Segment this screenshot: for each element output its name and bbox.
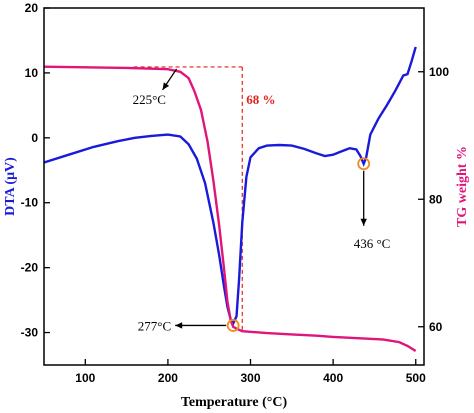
x-tick-label: 300 xyxy=(241,371,261,385)
annotation-arrows xyxy=(162,68,367,329)
annotation-68-percent: 68 % xyxy=(246,92,275,107)
marker-277 xyxy=(226,319,240,332)
x-tick-label: 200 xyxy=(158,371,178,385)
plot-frame xyxy=(43,7,425,366)
y-left-tick-label: 0 xyxy=(31,131,38,145)
y-axis-label-right: TG weight % xyxy=(455,146,470,227)
x-tick-label: 400 xyxy=(323,371,343,385)
y-left-tick-label: -20 xyxy=(21,261,39,275)
y-left-tick-label: 10 xyxy=(25,66,39,80)
y-left-tick-label: 20 xyxy=(25,1,39,15)
x-tick-label: 100 xyxy=(75,371,95,385)
y-right-tick-label: 100 xyxy=(429,65,449,79)
series-line-dta xyxy=(43,46,417,326)
y-right-tick-label: 60 xyxy=(429,320,443,334)
series-line-tg xyxy=(43,65,417,353)
y-left-tick-label: -10 xyxy=(21,196,39,210)
y-axis-label-left: DTA (μV) xyxy=(3,157,18,216)
marker-436 xyxy=(357,157,371,171)
arrow-277 xyxy=(175,322,227,329)
arrow-225 xyxy=(162,68,178,91)
y-left-tick-label: -30 xyxy=(21,326,39,340)
annotation-436: 436 °C xyxy=(354,236,391,251)
x-axis-ticks: 100 200 300 400 500 xyxy=(75,359,426,385)
arrow-436 xyxy=(360,170,367,226)
x-axis-label: Temperature (°C) xyxy=(181,395,288,410)
y-right-axis-ticks: 100 80 60 xyxy=(418,65,449,334)
x-tick-label: 500 xyxy=(406,371,426,385)
y-right-tick-label: 80 xyxy=(429,192,443,206)
annotation-225: 225°C xyxy=(133,92,166,107)
annotation-277: 277°C xyxy=(138,318,171,333)
y-left-axis-ticks: 20 10 0 -10 -20 -30 xyxy=(21,1,50,340)
